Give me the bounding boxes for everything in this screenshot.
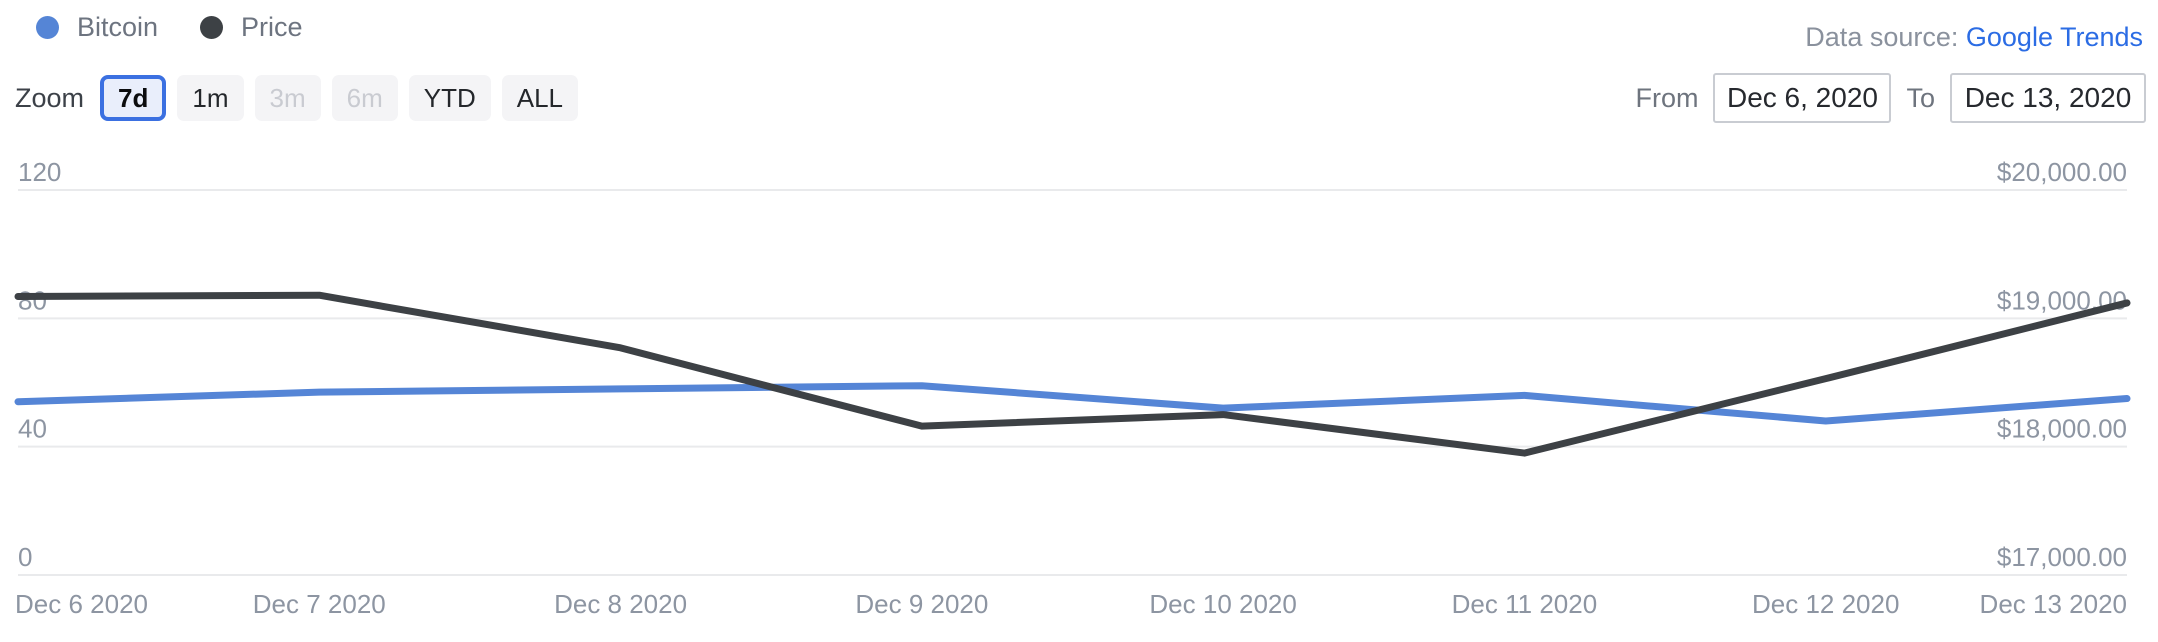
right-axis-tick-label: $17,000.00 bbox=[1997, 542, 2127, 572]
legend-label-bitcoin: Bitcoin bbox=[77, 12, 159, 42]
from-date-input[interactable] bbox=[1713, 73, 1892, 123]
x-axis-tick-label: Dec 10 2020 bbox=[1149, 589, 1296, 619]
x-axis-tick-label: Dec 11 2020 bbox=[1452, 589, 1598, 619]
range-selector: Zoom 7d 1m 3m 6m YTD ALL From To bbox=[15, 72, 2146, 124]
x-axis-tick-label: Dec 13 2020 bbox=[1980, 589, 2127, 619]
series-line-bitcoin bbox=[14, 382, 2131, 425]
left-axis-tick-label: 40 bbox=[18, 414, 47, 444]
x-axis-tick-label: Dec 9 2020 bbox=[855, 589, 988, 619]
legend-label-price: Price bbox=[241, 12, 303, 42]
zoom-button-ytd[interactable]: YTD bbox=[408, 75, 491, 121]
price-series-marker-icon bbox=[200, 16, 224, 39]
left-axis-tick-label: 0 bbox=[18, 542, 32, 572]
to-date-input[interactable] bbox=[1950, 73, 2146, 123]
to-label: To bbox=[1906, 82, 1935, 113]
x-axis-tick-label: Dec 12 2020 bbox=[1752, 589, 1899, 619]
zoom-button-3m[interactable]: 3m bbox=[254, 75, 321, 121]
zoom-button-6m[interactable]: 6m bbox=[331, 75, 398, 121]
legend-item-bitcoin[interactable]: Bitcoin bbox=[36, 12, 158, 43]
data-source-note: Data source: Google Trends bbox=[1805, 22, 2143, 53]
legend: Bitcoin Price bbox=[36, 12, 303, 43]
left-axis-tick-label: 80 bbox=[18, 285, 47, 315]
x-axis-tick-label: Dec 6 2020 bbox=[15, 589, 148, 619]
right-axis-tick-label: $20,000.00 bbox=[1997, 157, 2127, 187]
zoom-label: Zoom bbox=[15, 82, 85, 113]
x-axis-tick-label: Dec 7 2020 bbox=[253, 589, 386, 619]
zoom-button-all[interactable]: ALL bbox=[501, 75, 579, 121]
zoom-button-7d[interactable]: 7d bbox=[100, 75, 167, 121]
from-label: From bbox=[1635, 82, 1699, 113]
right-axis-tick-label: $18,000.00 bbox=[1997, 414, 2127, 444]
legend-item-price[interactable]: Price bbox=[200, 12, 303, 43]
left-axis-tick-label: 120 bbox=[18, 157, 61, 187]
series-line-price bbox=[14, 291, 2131, 457]
x-axis-tick-label: Dec 8 2020 bbox=[554, 589, 687, 619]
bitcoin-series-marker-icon bbox=[36, 16, 59, 39]
google-trends-link[interactable]: Google Trends bbox=[1965, 22, 2143, 52]
zoom-button-1m[interactable]: 1m bbox=[177, 75, 244, 121]
data-source-prefix: Data source: bbox=[1805, 22, 1959, 52]
